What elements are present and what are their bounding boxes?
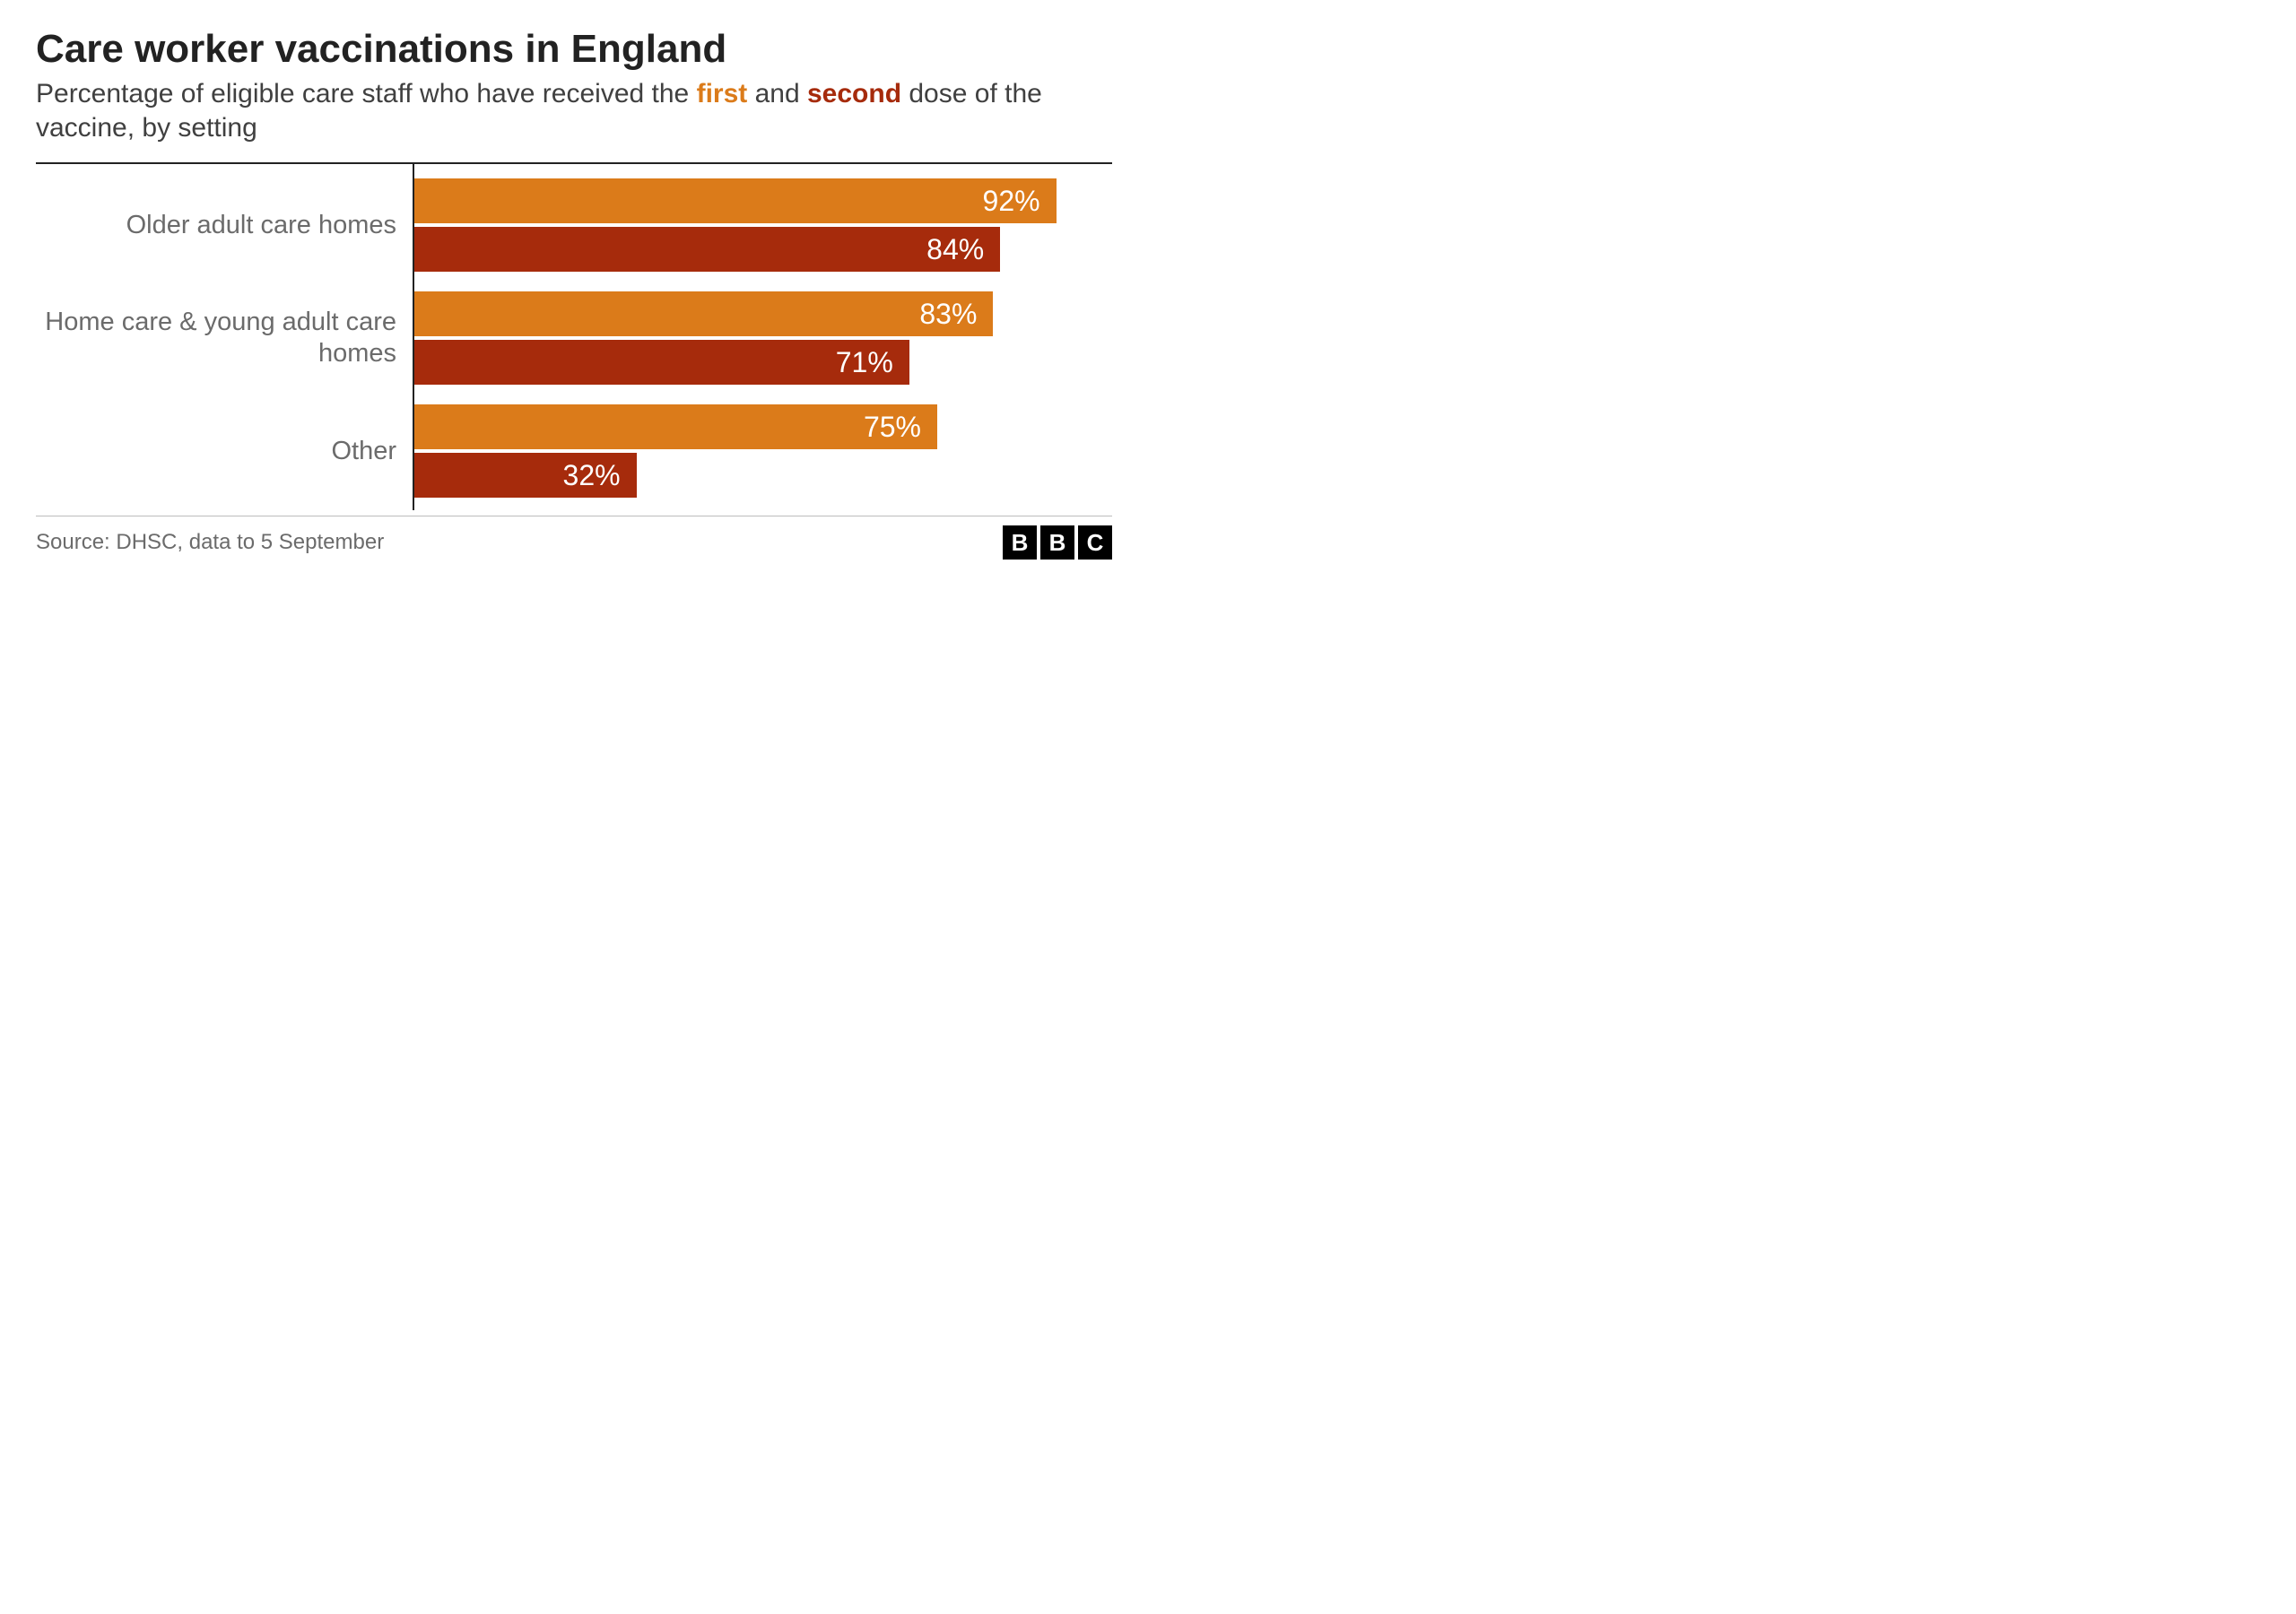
chart-title: Care worker vaccinations in England <box>36 27 1112 72</box>
y-axis-line <box>413 164 414 510</box>
bbc-logo-letter: B <box>1003 525 1037 560</box>
category-label: Home care & young adult care homes <box>36 307 413 369</box>
subtitle-second-highlight: second <box>807 79 901 108</box>
bar-group: Older adult care homes 92% 84% <box>36 164 1112 277</box>
subtitle-pre: Percentage of eligible care staff who ha… <box>36 79 697 108</box>
footer: Source: DHSC, data to 5 September B B C <box>36 516 1112 560</box>
category-label: Older adult care homes <box>36 210 413 241</box>
bar-group: Home care & young adult care homes 83% 7… <box>36 277 1112 390</box>
bbc-logo: B B C <box>1003 525 1112 560</box>
subtitle-first-highlight: first <box>697 79 748 108</box>
bars-stack: 83% 71% <box>413 291 1112 385</box>
chart-subtitle: Percentage of eligible care staff who ha… <box>36 77 1112 144</box>
bars-stack: 75% 32% <box>413 404 1112 498</box>
bars-stack: 92% 84% <box>413 178 1112 272</box>
bbc-logo-letter: C <box>1078 525 1112 560</box>
bar-second-dose: 84% <box>413 227 1000 272</box>
bbc-logo-letter: B <box>1040 525 1074 560</box>
subtitle-mid: and <box>747 79 807 108</box>
bar-first-dose: 92% <box>413 178 1057 223</box>
chart-area: Older adult care homes 92% 84% Home care… <box>36 162 1112 510</box>
bar-first-dose: 83% <box>413 291 993 336</box>
bar-second-dose: 71% <box>413 340 909 385</box>
category-label: Other <box>36 436 413 467</box>
bar-group: Other 75% 32% <box>36 390 1112 510</box>
bar-second-dose: 32% <box>413 453 637 498</box>
bar-first-dose: 75% <box>413 404 937 449</box>
source-text: Source: DHSC, data to 5 September <box>36 530 384 555</box>
